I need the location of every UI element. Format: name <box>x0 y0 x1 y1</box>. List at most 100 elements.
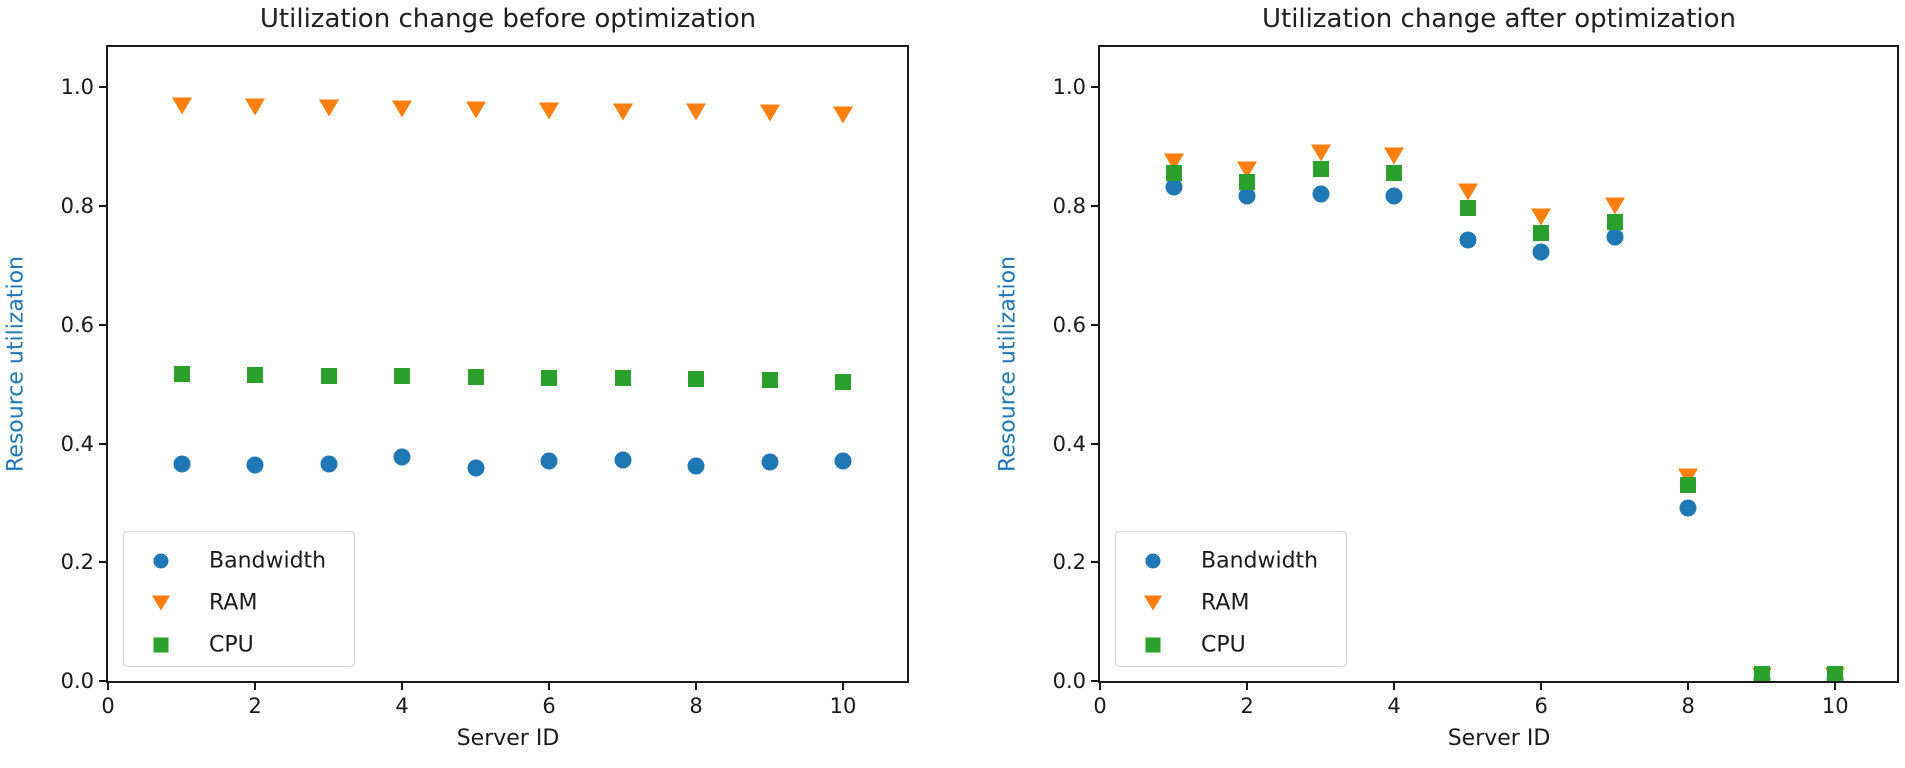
data-point-bandwidth-server-4 <box>1385 187 1403 205</box>
bandwidth-legend-circle-icon <box>153 553 169 569</box>
data-point-ram-server-5 <box>1457 183 1478 201</box>
y-tick-label: 1.0 <box>60 75 94 100</box>
y-tick-label: 0.6 <box>1052 312 1086 337</box>
x-tick-label: 6 <box>1534 694 1548 718</box>
x-tick-label: 0 <box>1093 694 1107 718</box>
y-tick-mark <box>99 205 106 208</box>
data-point-bandwidth-server-7 <box>614 451 632 469</box>
y-tick-mark <box>1091 205 1098 208</box>
legend-item-bandwidth: Bandwidth <box>1116 540 1346 582</box>
cpu-legend-square-icon <box>153 637 169 653</box>
x-tick-mark <box>1687 683 1690 690</box>
y-tick-label: 0.2 <box>60 550 94 575</box>
data-point-ram-server-10 <box>833 106 854 124</box>
data-point-cpu-server-7 <box>1606 214 1623 231</box>
x-tick-mark <box>1540 683 1543 690</box>
data-point-bandwidth-server-3 <box>1312 185 1330 203</box>
legend-label: CPU <box>1201 632 1246 658</box>
data-point-bandwidth-server-6 <box>540 452 558 470</box>
x-tick-label: 0 <box>101 694 115 718</box>
y-axis-label-after: Resource utilization <box>995 256 1021 472</box>
plot-area-after: Bandwidth RAM CPU <box>1098 45 1899 683</box>
data-point-cpu-server-3 <box>1312 160 1329 177</box>
legend-label: CPU <box>209 632 254 658</box>
x-tick-label: 10 <box>1821 694 1849 718</box>
legend-label: RAM <box>209 590 258 616</box>
x-tick-label: 8 <box>1681 694 1695 718</box>
data-point-bandwidth-server-8 <box>1679 499 1697 517</box>
data-point-cpu-server-10 <box>1827 665 1844 681</box>
data-point-ram-server-4 <box>392 100 413 118</box>
data-point-cpu-server-8 <box>1680 477 1697 494</box>
data-point-cpu-server-9 <box>1753 665 1770 681</box>
legend-item-cpu: CPU <box>1116 624 1346 666</box>
y-tick-mark <box>1091 680 1098 682</box>
legend: Bandwidth RAM CPU <box>1115 531 1347 667</box>
x-tick-label: 2 <box>248 694 262 718</box>
cpu-legend-square-icon <box>1145 637 1161 653</box>
data-point-bandwidth-server-5 <box>1459 231 1477 249</box>
y-axis-label-before: Resource utilization <box>3 256 29 472</box>
y-tick-mark <box>99 561 106 564</box>
data-point-cpu-server-2 <box>1239 173 1256 190</box>
bandwidth-legend-circle-icon <box>1145 553 1161 569</box>
y-tick-mark <box>99 86 106 89</box>
x-tick-mark <box>254 683 256 690</box>
y-tick-mark <box>1091 442 1098 445</box>
y-tick-mark <box>1091 323 1098 326</box>
x-tick-label: 4 <box>395 694 409 718</box>
data-point-bandwidth-server-7 <box>1606 228 1624 246</box>
data-point-bandwidth-server-10 <box>834 452 852 470</box>
x-tick-label: 4 <box>1387 694 1401 718</box>
y-tick-label: 0.0 <box>60 669 94 693</box>
x-tick-mark <box>1834 683 1837 690</box>
data-point-bandwidth-server-2 <box>246 456 264 474</box>
chart-title-before: Utilization change before optimization <box>259 4 757 34</box>
y-tick-label: 0.6 <box>60 312 94 337</box>
data-point-ram-server-4 <box>1384 147 1405 165</box>
x-tick-mark <box>695 683 698 690</box>
x-tick-mark <box>1099 683 1101 690</box>
y-tick-label: 0.8 <box>60 194 94 219</box>
data-point-cpu-server-6 <box>1533 225 1550 242</box>
data-point-cpu-server-8 <box>688 370 705 387</box>
legend-item-bandwidth: Bandwidth <box>124 540 354 582</box>
data-point-ram-server-3 <box>1310 144 1331 162</box>
data-point-cpu-server-1 <box>1165 165 1182 182</box>
y-tick-mark <box>1091 86 1098 89</box>
data-point-cpu-server-10 <box>835 373 852 390</box>
data-point-cpu-server-5 <box>1459 200 1476 217</box>
legend-item-ram: RAM <box>124 582 354 624</box>
data-point-ram-server-6 <box>1531 208 1552 226</box>
ram-legend-triangle-icon <box>1144 595 1162 611</box>
y-tick-mark <box>1091 561 1098 564</box>
y-tick-label: 0.0 <box>1052 669 1086 693</box>
data-point-ram-server-2 <box>245 98 265 116</box>
data-point-ram-server-7 <box>1604 197 1625 215</box>
y-tick-label: 0.8 <box>1052 194 1086 219</box>
data-point-ram-server-5 <box>465 101 486 119</box>
x-tick-mark <box>548 683 551 690</box>
x-tick-mark <box>1246 683 1249 690</box>
x-tick-label: 6 <box>542 694 556 718</box>
y-tick-mark <box>99 323 106 326</box>
data-point-cpu-server-2 <box>247 366 263 383</box>
data-point-bandwidth-server-1 <box>1165 178 1183 196</box>
data-point-bandwidth-server-2 <box>1238 187 1256 205</box>
data-point-bandwidth-server-5 <box>467 459 485 477</box>
legend-item-cpu: CPU <box>124 624 354 666</box>
legend-label: Bandwidth <box>209 548 327 574</box>
y-tick-label: 0.4 <box>60 431 94 456</box>
legend-label: RAM <box>1201 590 1250 616</box>
ram-legend-triangle-icon <box>152 595 170 611</box>
y-tick-label: 1.0 <box>1052 75 1086 100</box>
data-point-bandwidth-server-1 <box>173 455 190 473</box>
data-point-cpu-server-3 <box>320 367 337 384</box>
data-point-bandwidth-server-9 <box>761 453 779 471</box>
x-tick-mark <box>401 683 404 690</box>
data-point-ram-server-7 <box>612 103 633 121</box>
data-point-ram-server-1 <box>171 97 192 115</box>
data-point-cpu-server-6 <box>541 369 558 386</box>
data-point-bandwidth-server-3 <box>320 455 337 473</box>
